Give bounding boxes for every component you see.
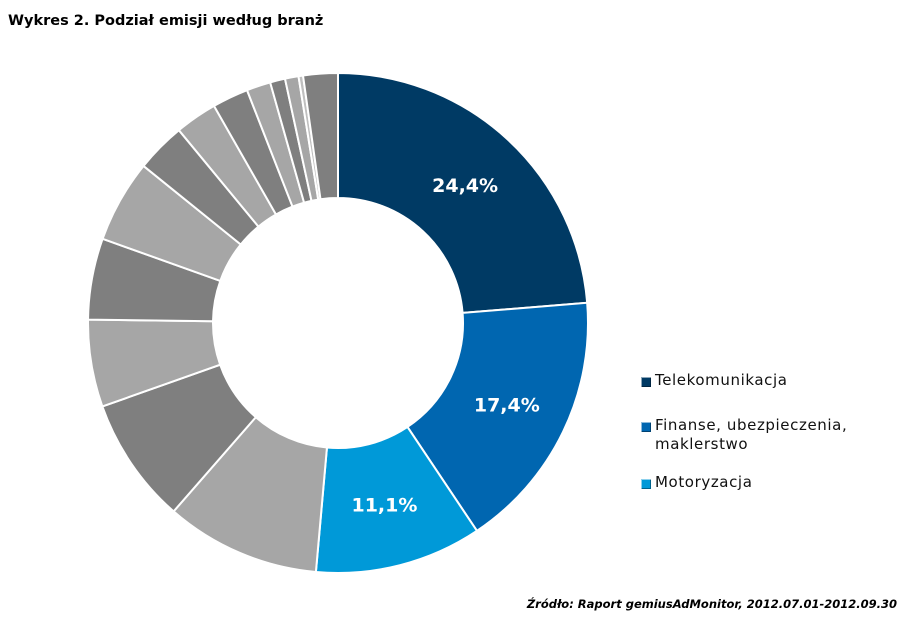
donut-slices (87, 71, 589, 574)
source-note: Źródło: Raport gemiusAdMonitor, 2012.07.… (526, 597, 897, 611)
legend-item-telekomunikacja: Telekomunikacja (638, 371, 788, 390)
slice-label-1: 17,4% (474, 395, 540, 417)
legend-swatch (641, 377, 651, 387)
legend-swatch (641, 479, 651, 489)
legend-label: Telekomunikacja (655, 371, 788, 389)
donut-slice-0 (337, 71, 589, 314)
legend-item-motoryzacja: Motoryzacja (638, 473, 753, 492)
chart-title: Wykres 2. Podział emisji według branż (8, 13, 324, 29)
donut-slice-15 (301, 71, 339, 201)
donut-slice-1 (406, 301, 589, 533)
legend-label: Motoryzacja (655, 473, 753, 491)
slice-label-2: 11,1% (351, 495, 417, 517)
legend-label: Finanse, ubezpieczenia, maklerstwo (655, 416, 848, 453)
legend-swatch (641, 422, 651, 432)
slice-labels: 24,4% 17,4% 11,1% (351, 175, 539, 516)
legend-item-finanse: Finanse, ubezpieczenia, maklerstwo (638, 416, 898, 454)
slice-label-0: 24,4% (432, 175, 498, 197)
